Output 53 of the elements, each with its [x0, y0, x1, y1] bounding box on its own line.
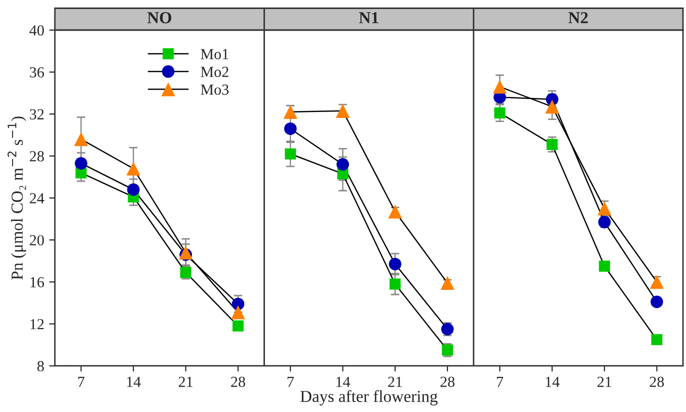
y-tick-label: 20 — [30, 235, 44, 246]
x-tick-label: 7 — [78, 376, 84, 387]
point — [546, 138, 558, 150]
point — [390, 278, 401, 290]
y-axis-title: Pn (μmol CO₂ m$^{−2}$ s$^{−1}$) — [8, 116, 26, 280]
legend-label: Mo3 — [200, 84, 229, 95]
y-tick-label: 40 — [29, 25, 44, 36]
point — [388, 258, 402, 270]
point — [651, 334, 662, 346]
y-tick-label: 24 — [30, 193, 44, 204]
x-tick-label: 14 — [336, 376, 350, 387]
point — [232, 320, 244, 332]
x-tick-label: 28 — [440, 376, 454, 388]
legend-label: Mo2 — [200, 66, 228, 78]
point — [440, 276, 454, 290]
point — [545, 100, 560, 114]
y-tick-label: 12 — [30, 319, 44, 330]
y-tick-label: 28 — [30, 151, 44, 162]
chart-title: N2 — [568, 12, 588, 24]
point — [178, 246, 193, 260]
point — [388, 204, 402, 219]
x-axis-title: Days after flowering — [300, 390, 438, 406]
x-tick-label: 28 — [650, 376, 664, 388]
point — [74, 132, 88, 146]
point — [650, 296, 664, 308]
x-tick-label: 21 — [178, 376, 192, 387]
x-tick-label: 28 — [231, 376, 246, 388]
point — [650, 274, 664, 289]
x-tick-label: 7 — [288, 376, 294, 387]
point — [74, 157, 88, 170]
x-tick-label: 14 — [127, 376, 141, 387]
x-tick-label: 21 — [388, 376, 402, 387]
point — [284, 122, 297, 135]
point — [283, 104, 298, 119]
x-tick-label: 21 — [598, 376, 612, 387]
legend-label: Mo1 — [200, 49, 228, 60]
point — [494, 107, 506, 119]
point — [598, 202, 612, 216]
chart-title: NO — [147, 12, 172, 24]
point — [231, 305, 246, 320]
x-tick-label: 14 — [546, 376, 560, 387]
point — [598, 260, 610, 272]
y-tick-label: 8 — [37, 360, 44, 372]
point — [126, 162, 140, 176]
x-tick-label: 7 — [496, 376, 504, 387]
y-tick-label: 32 — [30, 109, 44, 120]
point — [336, 158, 350, 171]
point — [492, 80, 507, 94]
y-tick-label: 36 — [30, 67, 44, 78]
point — [284, 148, 296, 160]
point — [127, 183, 140, 196]
y-tick-label: 16 — [30, 277, 44, 288]
chart-title: N1 — [359, 12, 378, 24]
